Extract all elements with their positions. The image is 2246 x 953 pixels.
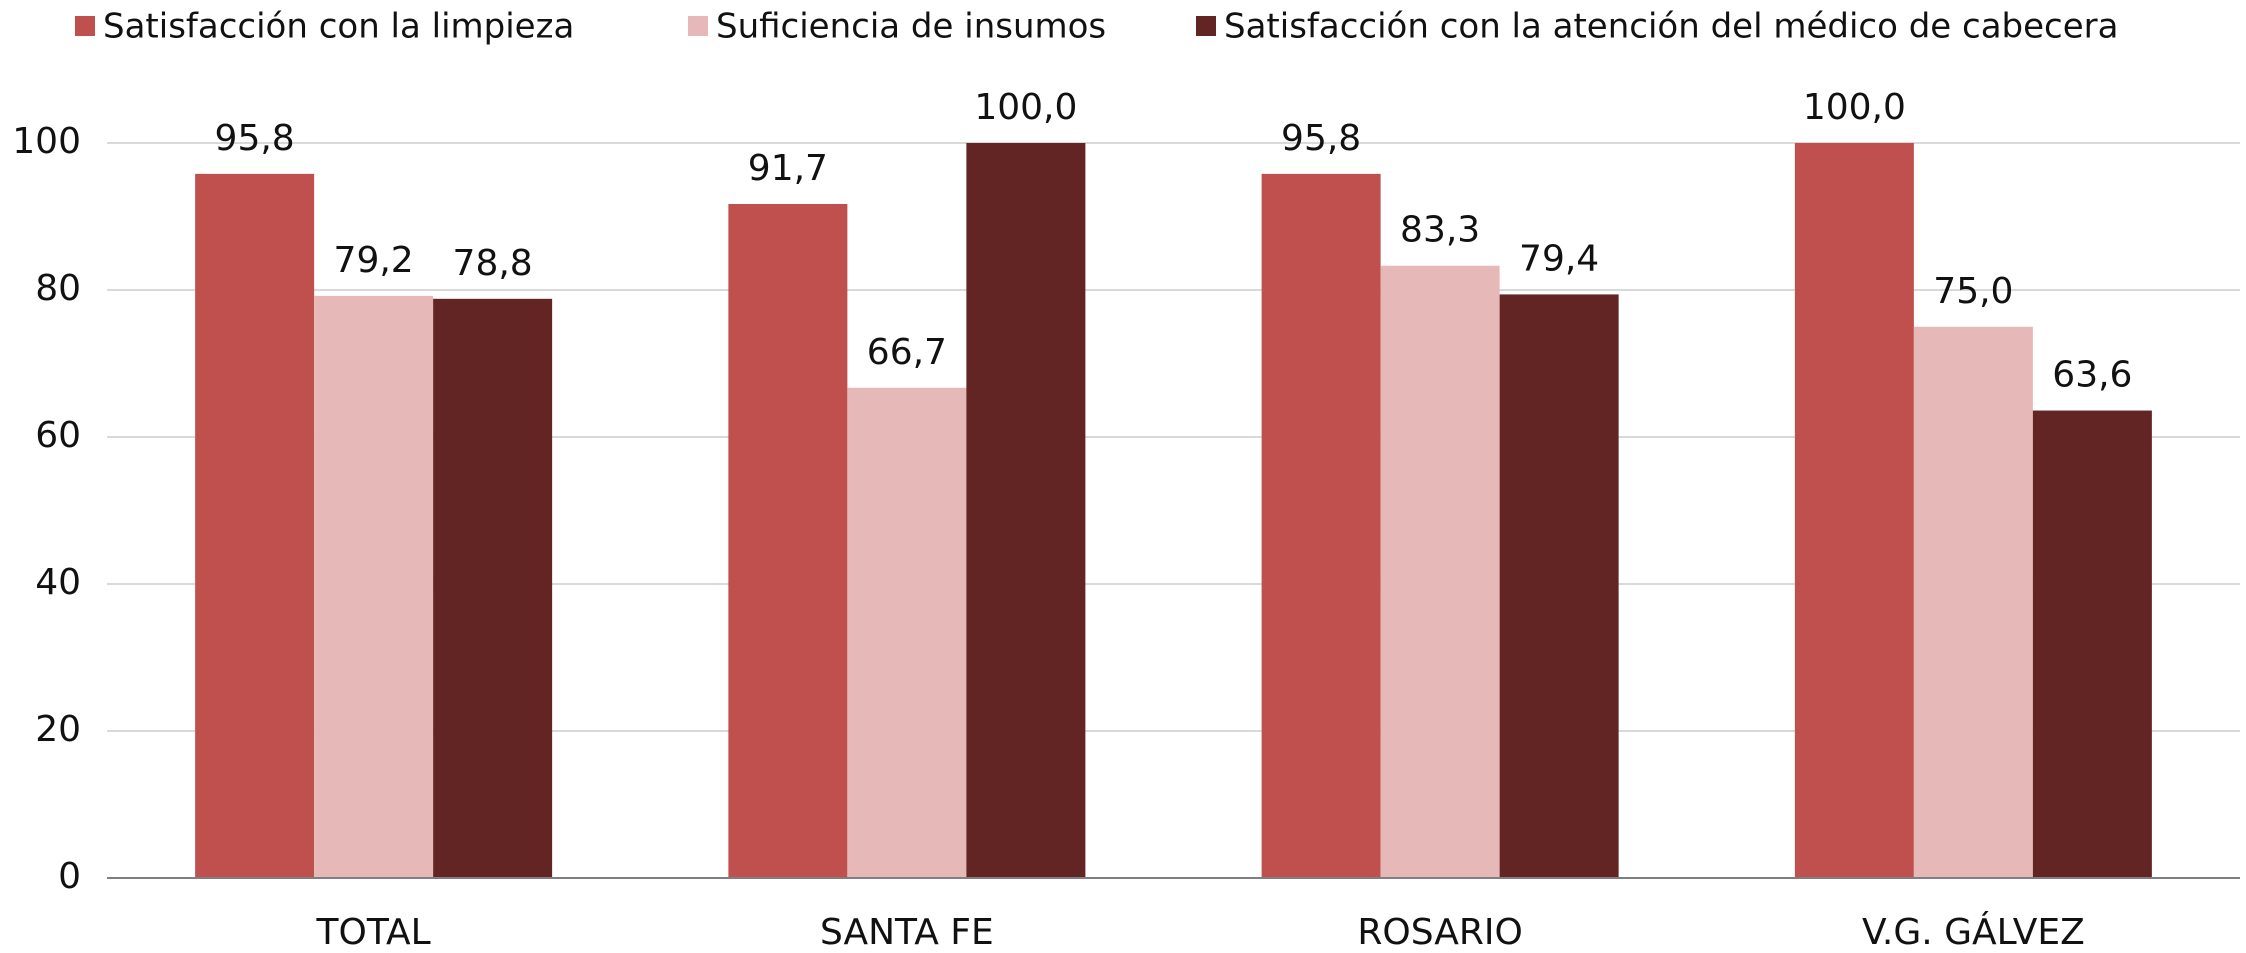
y-tick-label: 20: [35, 709, 81, 750]
bar: [1261, 173, 1381, 878]
x-tick-label: TOTAL: [316, 912, 431, 953]
bar: [1380, 265, 1500, 878]
value-label: 95,8: [1281, 118, 1361, 159]
bar: [847, 387, 967, 878]
y-tick-label: 80: [35, 268, 81, 309]
legend-label: Satisfacción con la limpieza: [103, 7, 574, 47]
value-label: 75,0: [1933, 271, 2013, 312]
legend-swatch: [1196, 16, 1216, 36]
value-label: 91,7: [748, 148, 828, 189]
value-label: 100,0: [974, 87, 1077, 128]
bar: [2032, 410, 2152, 878]
x-tick-label: SANTA FE: [820, 912, 994, 953]
bar: [433, 298, 553, 878]
x-tick-label: V.G. GÁLVEZ: [1862, 911, 2085, 953]
value-label: 79,2: [334, 240, 414, 281]
value-label: 63,6: [2052, 355, 2132, 396]
bar: [1794, 143, 1914, 878]
value-label: 83,3: [1400, 210, 1480, 251]
y-tick-label: 100: [12, 121, 81, 162]
legend-label: Satisfacción con la atención del médico …: [1224, 7, 2118, 47]
bar: [314, 295, 434, 878]
value-label: 100,0: [1803, 87, 1906, 128]
value-label: 95,8: [215, 118, 295, 159]
y-tick-label: 0: [58, 856, 81, 897]
value-label: 79,4: [1519, 238, 1599, 279]
legend-label: Suficiencia de insumos: [716, 7, 1106, 47]
legend-swatch: [75, 16, 95, 36]
y-tick-label: 60: [35, 415, 81, 456]
value-label: 66,7: [867, 332, 947, 373]
bar: [1913, 326, 2033, 878]
bar: [728, 204, 848, 878]
bar: [966, 143, 1086, 878]
bar: [195, 173, 315, 878]
y-tick-label: 40: [35, 562, 81, 603]
bar: [1499, 294, 1619, 878]
legend-swatch: [688, 16, 708, 36]
value-label: 78,8: [453, 243, 533, 284]
x-tick-label: ROSARIO: [1357, 912, 1522, 953]
